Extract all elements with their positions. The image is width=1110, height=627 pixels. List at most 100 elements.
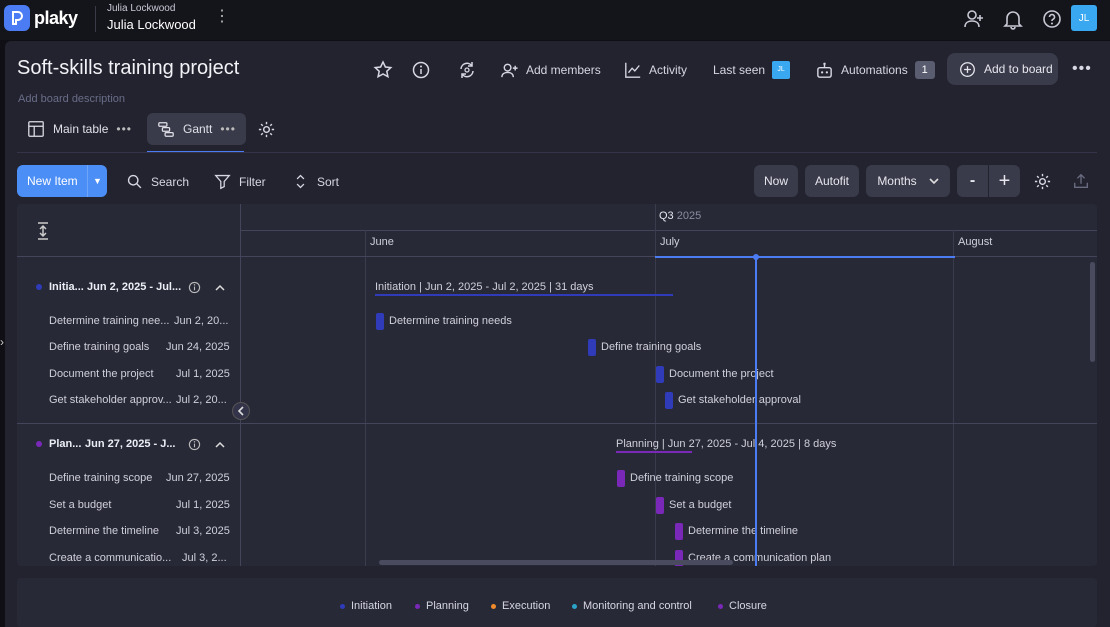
chart-line-icon — [625, 62, 641, 78]
board-title[interactable]: Soft-skills training project — [17, 57, 240, 79]
task-name[interactable]: Determine training nee... — [49, 315, 170, 327]
legend-dot — [415, 603, 420, 609]
quarter-gridline — [655, 204, 656, 566]
task-name[interactable]: Define training goals — [49, 341, 150, 353]
legend-item: Execution — [491, 600, 550, 612]
gantt-settings-gear-icon[interactable] — [1033, 172, 1052, 191]
task-bar[interactable] — [656, 497, 664, 514]
task-name[interactable]: Determine the timeline — [49, 525, 160, 537]
sync-icon[interactable] — [457, 60, 477, 80]
legend-label: Planning — [426, 600, 469, 612]
autofit-button[interactable]: Autofit — [805, 165, 859, 197]
chevron-down-icon — [929, 178, 939, 185]
plus-circle-icon — [960, 61, 975, 77]
star-icon[interactable] — [373, 60, 393, 80]
legend-item: Planning — [415, 600, 469, 612]
task-bar[interactable] — [617, 470, 625, 487]
now-button[interactable]: Now — [754, 165, 798, 197]
vertical-scrollbar[interactable] — [1090, 262, 1095, 362]
month-june: June — [370, 236, 394, 248]
horizontal-scrollbar[interactable] — [379, 560, 733, 565]
legend-item: Monitoring and control — [572, 600, 692, 612]
chevron-up-icon[interactable] — [215, 283, 225, 293]
gear-icon[interactable] — [257, 120, 276, 139]
plaky-logo-icon[interactable] — [4, 5, 30, 31]
info-icon[interactable] — [188, 438, 201, 451]
group-summary-bar[interactable] — [375, 294, 673, 296]
collapse-all-icon[interactable] — [36, 222, 50, 240]
task-bar[interactable] — [675, 550, 683, 566]
add-to-board-button[interactable]: Add to board — [947, 53, 1058, 85]
bell-icon[interactable] — [1002, 8, 1024, 30]
chevron-up-icon[interactable] — [215, 440, 225, 450]
tab-main-table[interactable]: Main table ••• — [27, 113, 132, 145]
tab-gantt[interactable]: Gantt ••• — [147, 113, 246, 145]
task-bar[interactable] — [656, 366, 664, 383]
task-bar[interactable] — [675, 523, 683, 540]
robot-icon — [817, 62, 832, 78]
workspace-owner: Julia Lockwood — [107, 3, 176, 14]
zoom-in-button[interactable]: + — [989, 165, 1020, 197]
group-name[interactable]: Plan... — [49, 438, 82, 450]
user-avatar[interactable]: JL — [1071, 5, 1097, 31]
search-button[interactable]: Search — [126, 173, 189, 190]
task-bar[interactable] — [588, 339, 596, 356]
scale-select[interactable]: Months — [866, 165, 950, 197]
new-item-label: New Item — [27, 174, 78, 188]
sort-button[interactable]: Sort — [292, 173, 339, 190]
gantt-legend: Initiation Planning Execution Monitoring… — [17, 578, 1097, 627]
last-seen-button[interactable]: Last seen JL — [713, 60, 791, 80]
help-icon[interactable] — [1041, 8, 1063, 30]
filter-icon — [214, 174, 231, 190]
task-bar-label: Determine training needs — [389, 315, 512, 327]
tab-more-icon[interactable]: ••• — [116, 122, 132, 136]
workspace-name[interactable]: Julia Lockwood — [107, 17, 196, 32]
august-gridline — [953, 230, 954, 566]
automations-button[interactable]: Automations 1 — [815, 60, 935, 80]
info-icon[interactable] — [188, 281, 201, 294]
legend-label: Execution — [502, 600, 551, 612]
activity-button[interactable]: Activity — [624, 60, 687, 80]
search-icon — [127, 174, 142, 189]
today-marker — [755, 256, 757, 566]
task-date: Jun 2, 20... — [174, 315, 229, 327]
last-seen-label: Last seen — [713, 63, 766, 77]
task-name[interactable]: Define training scope — [49, 472, 153, 484]
export-icon[interactable] — [1072, 172, 1090, 190]
sort-label: Sort — [317, 174, 340, 189]
task-date: Jul 2, 20... — [176, 394, 227, 406]
tab-more-icon[interactable]: ••• — [220, 122, 236, 136]
group-summary-bar[interactable] — [616, 451, 692, 453]
logo-text[interactable]: plaky — [34, 8, 78, 28]
add-members-button[interactable]: Add members — [500, 60, 601, 80]
chevron-right-icon[interactable]: › — [0, 335, 4, 349]
task-bar-label: Define training scope — [630, 472, 734, 484]
sort-icon — [296, 174, 305, 189]
automations-count-badge: 1 — [914, 61, 935, 79]
quarter: Q3 — [659, 210, 674, 222]
board-more-icon[interactable]: ••• — [1072, 60, 1092, 77]
board-description[interactable]: Add board description — [18, 93, 126, 105]
task-name[interactable]: Set a budget — [49, 499, 112, 511]
zoom-out-button[interactable]: - — [957, 165, 988, 197]
group-name[interactable]: Initia... — [49, 281, 84, 293]
invite-user-icon[interactable] — [963, 8, 985, 30]
task-name[interactable]: Create a communicatio... — [49, 552, 172, 564]
task-bar[interactable] — [665, 392, 673, 409]
task-bar[interactable] — [376, 313, 384, 330]
month-july: July — [660, 236, 680, 248]
task-name[interactable]: Document the project — [49, 368, 154, 380]
task-name[interactable]: Get stakeholder approv... — [49, 394, 172, 406]
caret-down-icon[interactable]: ▼ — [87, 165, 107, 197]
quarter-label: Q3 2025 — [659, 210, 701, 222]
automations-label: Automations — [841, 63, 908, 77]
collapse-panel-button[interactable] — [232, 402, 250, 420]
new-item-button[interactable]: New Item ▼ — [17, 165, 107, 197]
filter-button[interactable]: Filter — [214, 173, 266, 190]
group-range: Jun 2, 2025 - Jul... — [87, 281, 182, 293]
info-icon[interactable] — [411, 60, 431, 80]
legend-label: Closure — [729, 600, 767, 612]
workspace-more-icon[interactable]: ⋮ — [214, 8, 230, 25]
activity-label: Activity — [649, 63, 688, 77]
